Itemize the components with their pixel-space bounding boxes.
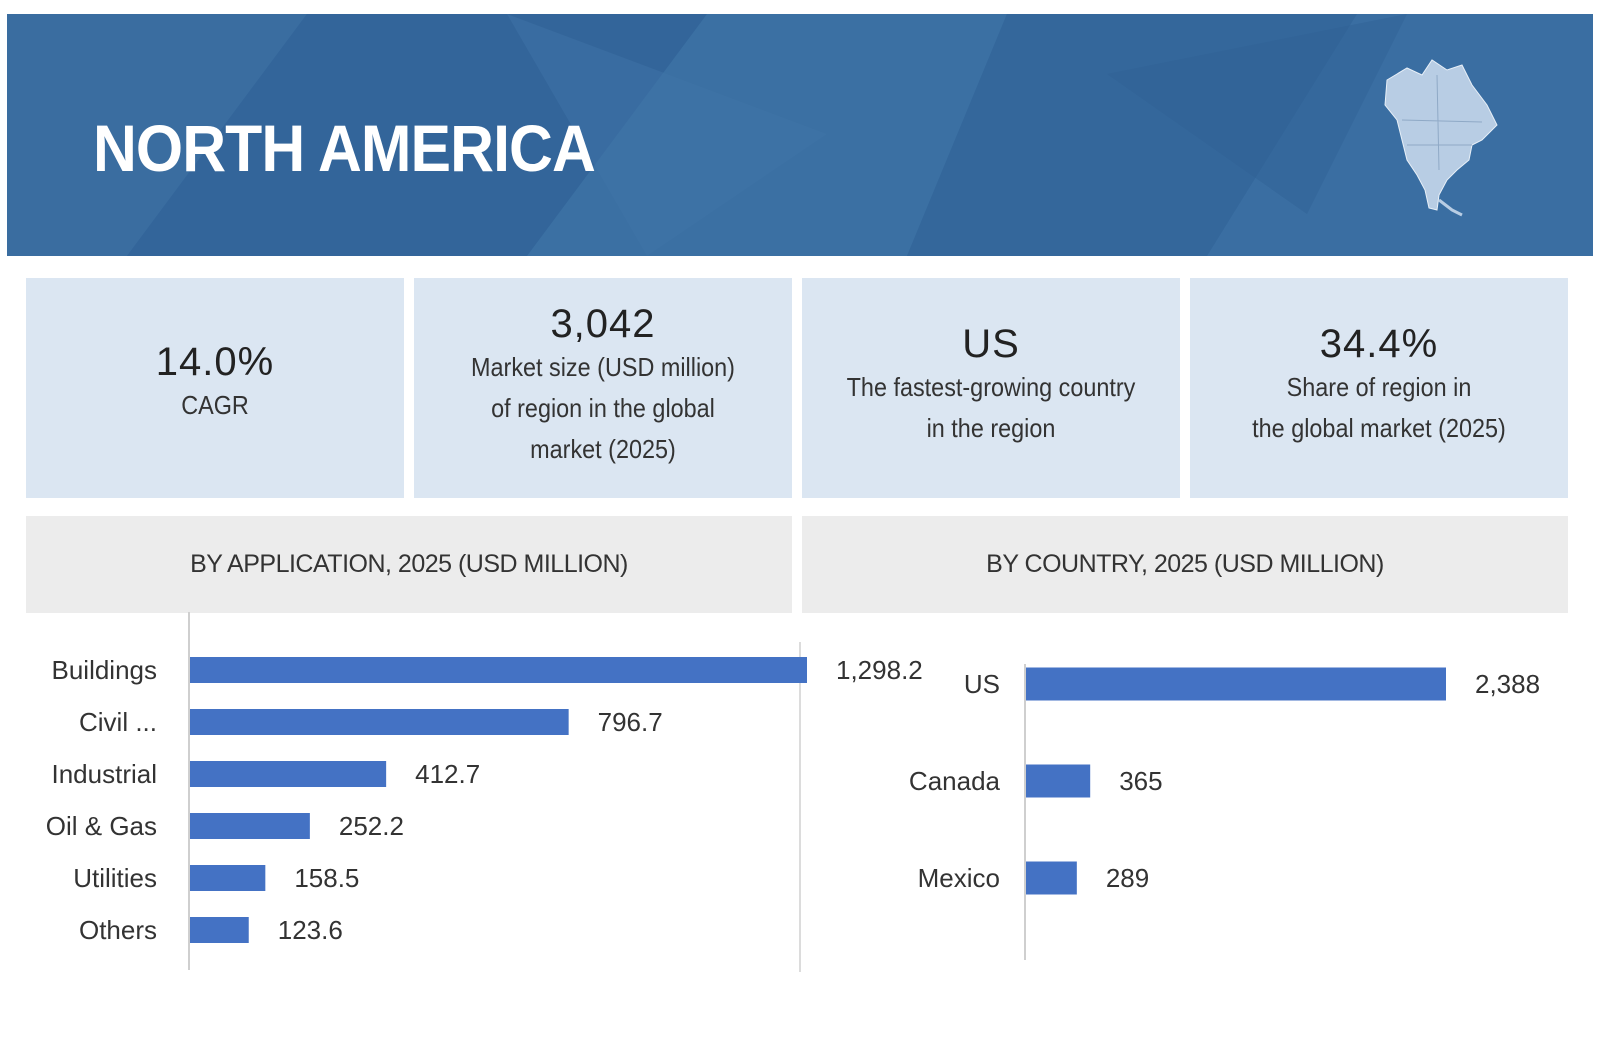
value-label: 158.5 <box>294 863 359 893</box>
bar-application <box>190 761 387 787</box>
value-label: 123.6 <box>278 915 343 945</box>
category-label: Canada <box>909 766 1001 796</box>
banner-title: NORTH AMERICA <box>93 111 596 185</box>
category-label: Utilities <box>73 863 157 893</box>
kpi-value: US <box>962 322 1020 366</box>
country-chart-title: BY COUNTRY, 2025 (USD MILLION) <box>802 516 1568 613</box>
bar-country <box>1026 764 1091 798</box>
value-label: 796.7 <box>598 707 663 737</box>
application-chart-title: BY APPLICATION, 2025 (USD MILLION) <box>26 516 792 613</box>
value-label: 412.7 <box>415 759 480 789</box>
category-label: US <box>964 669 1000 699</box>
kpi-label-line-1: Share of region in <box>1286 372 1472 402</box>
kpi-label: CAGR <box>181 390 249 420</box>
bar-application <box>190 709 569 735</box>
category-label: Others <box>79 915 157 945</box>
kpi-value: 14.0% <box>155 340 275 384</box>
value-label: 1,298.2 <box>836 655 923 685</box>
category-label: Mexico <box>918 863 1000 893</box>
north-america-map-icon <box>1384 59 1498 217</box>
kpi-label-line-1: Market size (USD million) <box>471 352 735 382</box>
kpi-market-size: 3,042 Market size (USD million) of regio… <box>414 278 792 498</box>
banner-background <box>7 14 1593 256</box>
value-label: 365 <box>1119 766 1162 796</box>
kpi-label-line-2: in the region <box>926 413 1056 443</box>
kpi-label-line-2: of region in the global <box>491 393 715 423</box>
kpi-value: 3,042 <box>550 302 656 346</box>
bar-application <box>190 865 266 891</box>
bar-country <box>1026 667 1446 701</box>
kpi-fastest-country: US The fastest-growing country in the re… <box>802 278 1180 498</box>
bar-application <box>190 813 310 839</box>
kpi-label-line-2: the global market (2025) <box>1252 413 1506 443</box>
bar-country <box>1026 861 1077 895</box>
bar-application <box>190 657 807 683</box>
value-label: 2,388 <box>1475 669 1540 699</box>
category-label: Oil & Gas <box>46 811 157 841</box>
bar-application <box>190 917 249 943</box>
value-label: 289 <box>1106 863 1149 893</box>
kpi-value: 34.4% <box>1319 322 1439 366</box>
kpi-label-line-1: The fastest-growing country <box>846 372 1136 402</box>
kpi-region-share: 34.4% Share of region in the global mark… <box>1190 278 1568 498</box>
region-banner: NORTH AMERICA <box>7 14 1593 256</box>
kpi-label-line-3: market (2025) <box>530 434 676 464</box>
kpi-cagr: 14.0% CAGR <box>26 278 404 498</box>
category-label: Civil ... <box>79 707 157 737</box>
category-label: Industrial <box>52 759 158 789</box>
category-label: Buildings <box>51 655 157 685</box>
value-label: 252.2 <box>339 811 404 841</box>
